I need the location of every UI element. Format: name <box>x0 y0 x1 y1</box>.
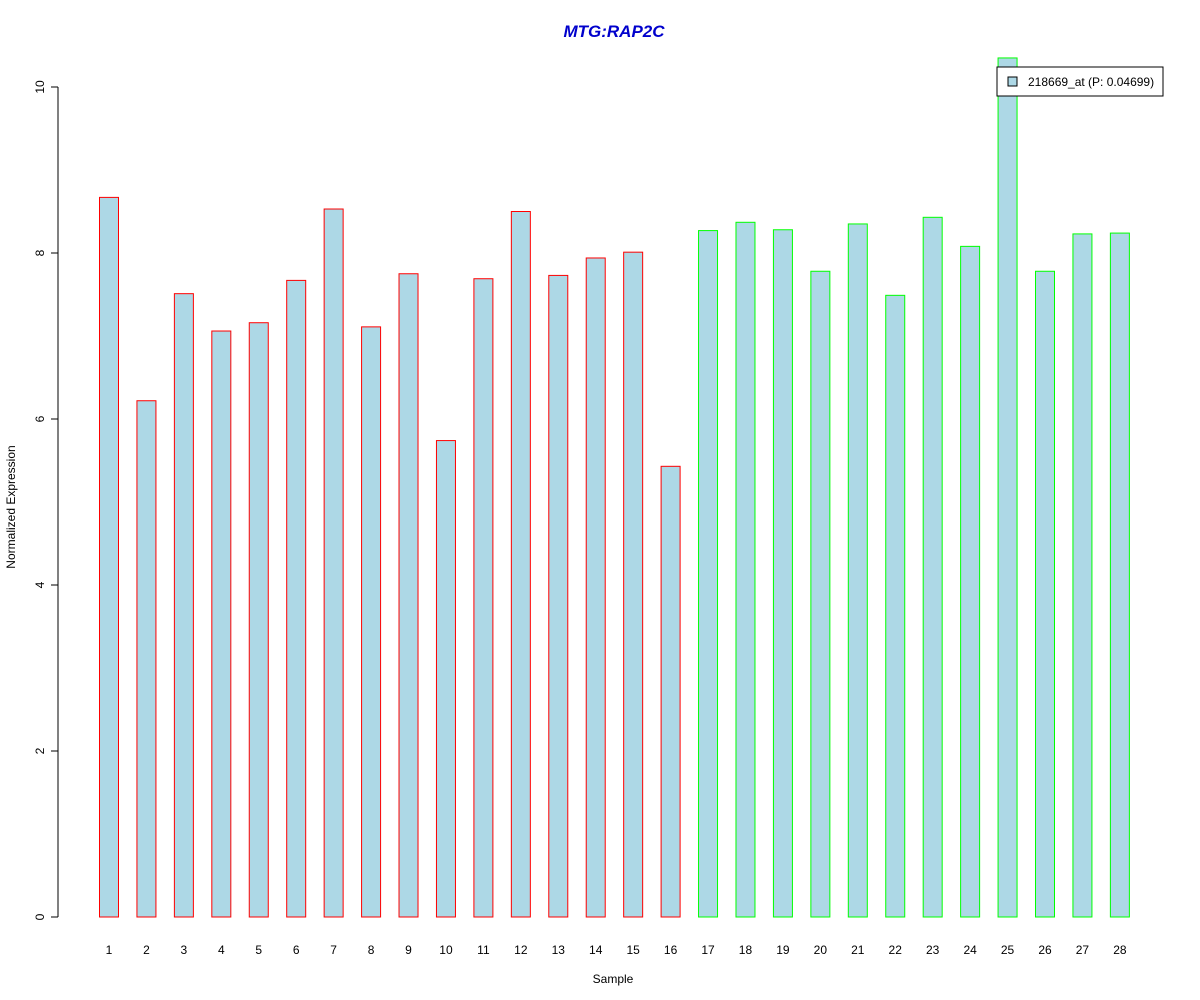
x-tick-label: 23 <box>926 943 940 957</box>
bar <box>772 229 793 918</box>
bar <box>885 294 906 918</box>
bar <box>286 279 307 918</box>
x-tick-label: 19 <box>776 943 790 957</box>
bar <box>323 208 344 918</box>
x-tick-label: 2 <box>143 943 150 957</box>
x-tick-label: 25 <box>1001 943 1015 957</box>
bar <box>361 326 382 918</box>
bar <box>960 245 981 918</box>
bar <box>211 330 232 918</box>
y-axis-label: Normalized Expression <box>4 445 18 568</box>
x-tick-label: 11 <box>477 943 490 957</box>
legend-swatch <box>1007 76 1018 87</box>
x-tick-label: 6 <box>293 943 300 957</box>
x-tick-label: 26 <box>1038 943 1052 957</box>
bar <box>810 270 831 918</box>
x-tick-label: 4 <box>218 943 225 957</box>
bar <box>1109 232 1130 918</box>
bar <box>510 211 531 918</box>
x-tick-label: 28 <box>1113 943 1127 957</box>
x-tick-label: 3 <box>181 943 188 957</box>
bar <box>398 273 419 918</box>
x-tick-label: 24 <box>963 943 977 957</box>
y-axis: 0 2 4 6 8 10 <box>33 80 59 920</box>
bar <box>1072 233 1093 918</box>
bar <box>660 465 681 918</box>
y-tick-label: 6 <box>33 415 47 422</box>
bar <box>997 57 1018 918</box>
bar <box>922 216 943 918</box>
y-tick-label: 4 <box>33 581 47 588</box>
bar <box>99 196 119 918</box>
bar <box>585 257 606 918</box>
x-tick-label: 18 <box>739 943 753 957</box>
y-tick-label: 10 <box>33 80 47 94</box>
x-axis-label: Sample <box>593 972 634 986</box>
bar <box>1035 270 1055 918</box>
bar <box>847 223 868 918</box>
x-tick-label: 13 <box>552 943 566 957</box>
x-tick-label: 1 <box>106 943 113 957</box>
y-tick-label: 2 <box>33 747 47 754</box>
bar <box>173 293 194 918</box>
bar <box>473 278 494 918</box>
legend: 218669_at (P: 0.04699) <box>996 66 1164 97</box>
bar <box>435 440 456 918</box>
legend-box <box>996 66 1164 97</box>
legend-entry: 218669_at (P: 0.04699) <box>1028 75 1154 89</box>
y-tick-label: 0 <box>33 913 47 920</box>
x-tick-label: 14 <box>589 943 603 957</box>
x-tick-labels: 1 2 3 4 5 6 7 8 9 10 11 12 13 14 15 16 17 18 19 20 21 22 23 24 2… <box>106 943 1127 957</box>
x-tick-label: 9 <box>405 943 412 957</box>
bar <box>698 230 719 918</box>
bar-group <box>99 57 1130 918</box>
bar <box>623 251 644 918</box>
bar <box>548 274 569 918</box>
x-tick-label: 21 <box>851 943 865 957</box>
x-tick-label: 17 <box>701 943 715 957</box>
bar <box>735 221 756 918</box>
bar <box>248 322 269 918</box>
x-tick-label: 12 <box>514 943 528 957</box>
x-tick-label: 16 <box>664 943 678 957</box>
chart-title: MTG:RAP2C <box>563 22 665 41</box>
x-tick-label: 8 <box>368 943 375 957</box>
bar <box>136 400 157 918</box>
x-tick-label: 5 <box>255 943 262 957</box>
y-tick-label: 8 <box>33 249 47 256</box>
x-tick-label: 20 <box>814 943 828 957</box>
x-tick-label: 27 <box>1076 943 1090 957</box>
x-tick-label: 22 <box>889 943 903 957</box>
x-tick-label: 10 <box>439 943 453 957</box>
x-tick-label: 7 <box>330 943 337 957</box>
x-tick-label: 15 <box>626 943 640 957</box>
